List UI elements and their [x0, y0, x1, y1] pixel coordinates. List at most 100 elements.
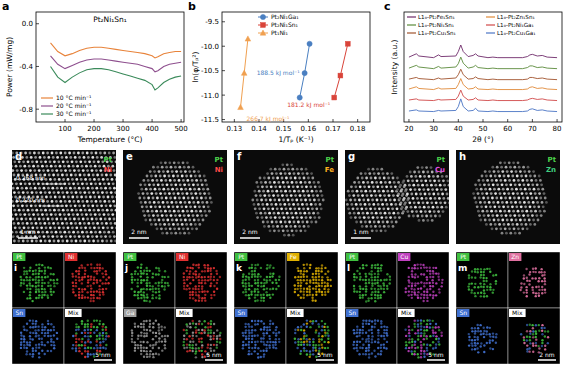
map-pixel [93, 291, 95, 293]
atom [382, 172, 385, 175]
image-atoms [12, 150, 116, 244]
map-pixel [32, 322, 34, 324]
atom [263, 207, 266, 210]
atom [367, 216, 370, 219]
map-pixel [102, 338, 104, 340]
element-label: Pt [104, 156, 113, 164]
line [409, 69, 557, 79]
scale-bar-label: 1 nm [20, 228, 36, 235]
atom [65, 174, 68, 177]
map-pixel [53, 285, 55, 287]
atom [37, 152, 40, 155]
atom [150, 205, 153, 208]
map-pixel [43, 282, 45, 284]
map-pixel [46, 294, 48, 296]
atom [534, 210, 537, 213]
atom [400, 188, 403, 191]
atom [199, 192, 202, 195]
atom [178, 166, 181, 169]
atom [163, 205, 166, 208]
map-pixel [53, 329, 55, 331]
atom [359, 203, 362, 206]
atom [367, 168, 370, 171]
atom [87, 156, 90, 159]
atom [359, 185, 362, 188]
atom [188, 232, 191, 235]
atom [269, 181, 272, 184]
atom [182, 227, 185, 230]
atom [12, 178, 13, 181]
atom [520, 223, 523, 226]
atom [208, 210, 211, 213]
atom [23, 213, 26, 216]
atom [355, 203, 358, 206]
atom [431, 171, 434, 174]
atom [418, 219, 421, 222]
atom [73, 169, 76, 172]
map-pixel [47, 320, 49, 322]
atom [301, 185, 304, 188]
atom [65, 204, 68, 207]
atom [174, 214, 177, 217]
scale-bar-label: 2 nm [131, 228, 147, 235]
map-pixel [96, 326, 98, 328]
atom [443, 184, 446, 187]
atom [167, 188, 170, 191]
legend-label: Pt₁Ni₁ [271, 29, 289, 36]
atom [523, 170, 526, 173]
atom [361, 194, 364, 197]
atom [203, 175, 206, 178]
map-pixel [35, 335, 37, 337]
atom [191, 227, 194, 230]
atom [273, 199, 276, 202]
atom [269, 168, 272, 171]
atom [140, 201, 143, 204]
map-pixel [50, 273, 52, 275]
atom [253, 190, 256, 193]
atom [75, 178, 78, 181]
atom [292, 234, 295, 237]
atom [513, 214, 516, 217]
atom [28, 213, 31, 216]
image-background [234, 150, 338, 244]
panel-label: c [384, 0, 391, 13]
map-pixel [26, 350, 28, 352]
atom [399, 184, 402, 187]
atom [289, 225, 292, 228]
atom [190, 192, 193, 195]
atom [73, 187, 76, 190]
fit-line [300, 44, 310, 98]
atom [151, 179, 154, 182]
atom [289, 177, 292, 180]
atom [492, 183, 495, 186]
map-pixel [32, 319, 34, 321]
map-pixel [78, 267, 80, 269]
atom [163, 175, 166, 178]
panel-label: a [2, 0, 9, 13]
atom [81, 231, 84, 234]
map-pixel [108, 276, 110, 278]
atom [103, 213, 106, 216]
atom [107, 231, 110, 234]
map-pixel [87, 323, 89, 325]
atom [115, 209, 116, 212]
map-pixel [96, 340, 98, 342]
atom [531, 214, 534, 217]
atom [58, 226, 61, 229]
atom [532, 170, 535, 173]
atom [383, 225, 386, 228]
map-pixel [47, 285, 49, 287]
map-pixel [44, 344, 46, 346]
atom [287, 234, 290, 237]
atom [27, 150, 30, 151]
x-tick [65, 119, 66, 122]
atom [153, 201, 156, 204]
atom [315, 190, 318, 193]
x-tick [94, 119, 95, 122]
map-pixel [90, 326, 92, 328]
map-pixel [107, 282, 109, 284]
atom [425, 166, 428, 169]
atom [90, 200, 93, 203]
atom [53, 226, 56, 229]
atom [161, 232, 164, 235]
